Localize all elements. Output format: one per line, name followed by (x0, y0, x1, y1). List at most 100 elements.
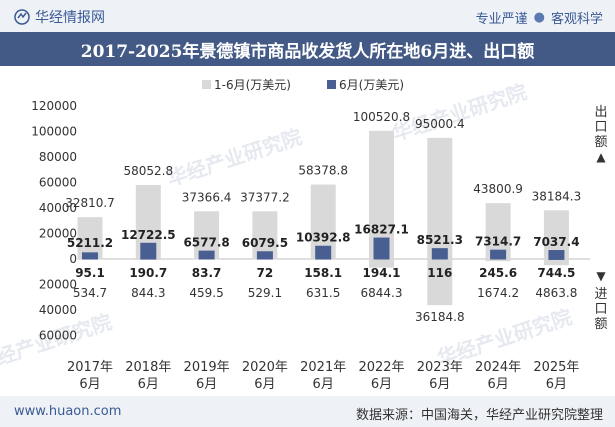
x-tick-year: 2022年 (358, 360, 404, 375)
side-labels: 出口额▲▼进口额 (594, 105, 607, 332)
x-tick-year: 2020年 (242, 360, 288, 375)
label-import-cumulative: 4863.8 (535, 286, 577, 300)
label-export-cumulative: 37366.4 (182, 190, 232, 204)
label-export-cumulative: 58052.8 (123, 164, 173, 178)
header-tags: 专业严谨 ● 客观科学 (476, 8, 603, 27)
bar-export-june (315, 245, 332, 259)
y-tick-label: 0 (69, 252, 77, 266)
label-import-june: 95.1 (75, 266, 105, 280)
y-tick-label: 20000 (39, 227, 77, 241)
label-import-cumulative: 631.5 (306, 286, 340, 300)
bar-import-june (198, 259, 215, 260)
top-bar: 华经情报网 专业严谨 ● 客观科学 (0, 0, 615, 32)
label-import-june: 744.5 (537, 266, 575, 280)
label-export-june: 5211.2 (67, 236, 113, 250)
bar-export-cumulative (252, 211, 278, 259)
x-tick-month: 6月 (371, 377, 392, 392)
label-import-june: 116 (427, 266, 452, 280)
label-export-cumulative: 43800.9 (473, 182, 523, 196)
x-tick-month: 6月 (546, 377, 567, 392)
bar-import-cumulative (369, 259, 394, 268)
import-axis-char: 进 (594, 287, 607, 302)
label-export-june: 12722.5 (121, 228, 176, 242)
y-tick-label: 120000 (31, 99, 77, 113)
bar-import-cumulative (543, 259, 569, 266)
bar-export-cumulative (77, 217, 103, 259)
y-tick-label: 60000 (39, 176, 77, 190)
bar-export-june (548, 250, 565, 259)
label-import-june: 158.1 (304, 266, 342, 280)
label-import-cumulative: 529.1 (248, 286, 282, 300)
chart-title: 2017-2025年景德镇市商品收发货人所在地6月进、出口额 (0, 32, 615, 66)
label-import-june: 245.6 (479, 266, 517, 280)
footer: www.huaon.com 数据来源：中国海关，华经产业研究院整理 (0, 396, 615, 427)
label-export-june: 8521.3 (417, 233, 463, 247)
bar-import-june (490, 259, 507, 260)
label-export-june: 10392.8 (296, 231, 351, 245)
y-axis: 120000 100000 80000 60000 40000 20000 0 20000 40… (31, 99, 590, 343)
label-export-june: 7314.7 (475, 235, 521, 249)
bar-import-cumulative (427, 259, 453, 306)
x-tick-year: 2021年 (300, 360, 346, 375)
label-import-cumulative: 36184.8 (415, 310, 465, 324)
export-axis-char: 出 (594, 105, 607, 120)
watermark-text: 华经产业研究院 (389, 80, 530, 146)
label-import-june: 190.7 (129, 266, 167, 280)
label-export-june: 7037.4 (533, 235, 579, 249)
bar-import-june (548, 259, 565, 260)
footer-url[interactable]: www.huaon.com (14, 404, 122, 419)
bars (77, 130, 569, 306)
x-tick-year: 2024年 (475, 360, 521, 375)
bar-import-cumulative (485, 259, 511, 262)
export-arrow-icon: ▲ (596, 150, 606, 164)
y-tick-label: 80000 (39, 150, 77, 164)
tag-left: 专业严谨 (475, 12, 528, 27)
label-export-cumulative: 38184.3 (532, 189, 582, 203)
bar-export-june (140, 242, 157, 259)
label-import-cumulative: 844.3 (131, 286, 165, 300)
bar-export-june (373, 237, 390, 259)
label-import-june: 72 (257, 266, 274, 280)
x-tick-month: 6月 (487, 377, 508, 392)
import-axis-char: 额 (594, 317, 607, 332)
label-import-cumulative: 1674.2 (477, 286, 519, 300)
label-import-cumulative: 459.5 (189, 286, 223, 300)
label-import-cumulative: 6844.3 (361, 286, 403, 300)
y-tick-label: 100000 (31, 125, 77, 139)
bar-export-june (82, 252, 98, 259)
x-tick-month: 6月 (196, 377, 217, 392)
y-tick-label: 20000 (39, 278, 77, 292)
bar-import-cumulative (135, 259, 161, 261)
label-export-cumulative: 58378.8 (298, 164, 348, 178)
label-export-cumulative: 100520.8 (353, 110, 410, 124)
x-tick-year: 2018年 (125, 360, 171, 375)
x-tick-month: 6月 (79, 377, 100, 392)
label-export-june: 6577.8 (183, 236, 229, 250)
legend-label-june: 6月(万美元) (339, 78, 404, 92)
watermark-text: 华经产业研究院 (164, 125, 305, 191)
data-labels: 32810.7 5211.2 95.1 534.7 58052.8 12722.5 190.… (65, 110, 581, 324)
data-source: 数据来源：中国海关，华经产业研究院整理 (355, 408, 603, 423)
tag-separator: ● (533, 10, 545, 25)
x-axis-labels: 2017年 6月 2018年 6月 2019年 6月 2020年 6月 2021年 6月 2022年… (67, 360, 579, 392)
y-tick-label: 40000 (39, 303, 77, 317)
label-import-june: 83.7 (192, 266, 222, 280)
bar-import-june (140, 259, 157, 260)
brand-logo-icon (14, 9, 30, 25)
x-tick-month: 6月 (429, 377, 450, 392)
bar-export-june (198, 250, 215, 259)
bar-export-june (490, 249, 507, 259)
label-export-cumulative: 32810.7 (65, 196, 115, 210)
brand-name: 华经情报网 (35, 10, 105, 26)
bar-import-june (82, 259, 98, 260)
x-tick-month: 6月 (313, 377, 334, 392)
label-export-cumulative: 95000.4 (415, 117, 465, 131)
tag-right: 客观科学 (550, 12, 603, 27)
x-tick-year: 2019年 (184, 360, 230, 375)
bar-import-june (373, 259, 390, 260)
label-import-cumulative: 534.7 (73, 286, 107, 300)
label-export-june: 6079.5 (242, 236, 288, 250)
brand: 华经情报网 (14, 7, 105, 27)
bar-import-june (256, 259, 273, 260)
